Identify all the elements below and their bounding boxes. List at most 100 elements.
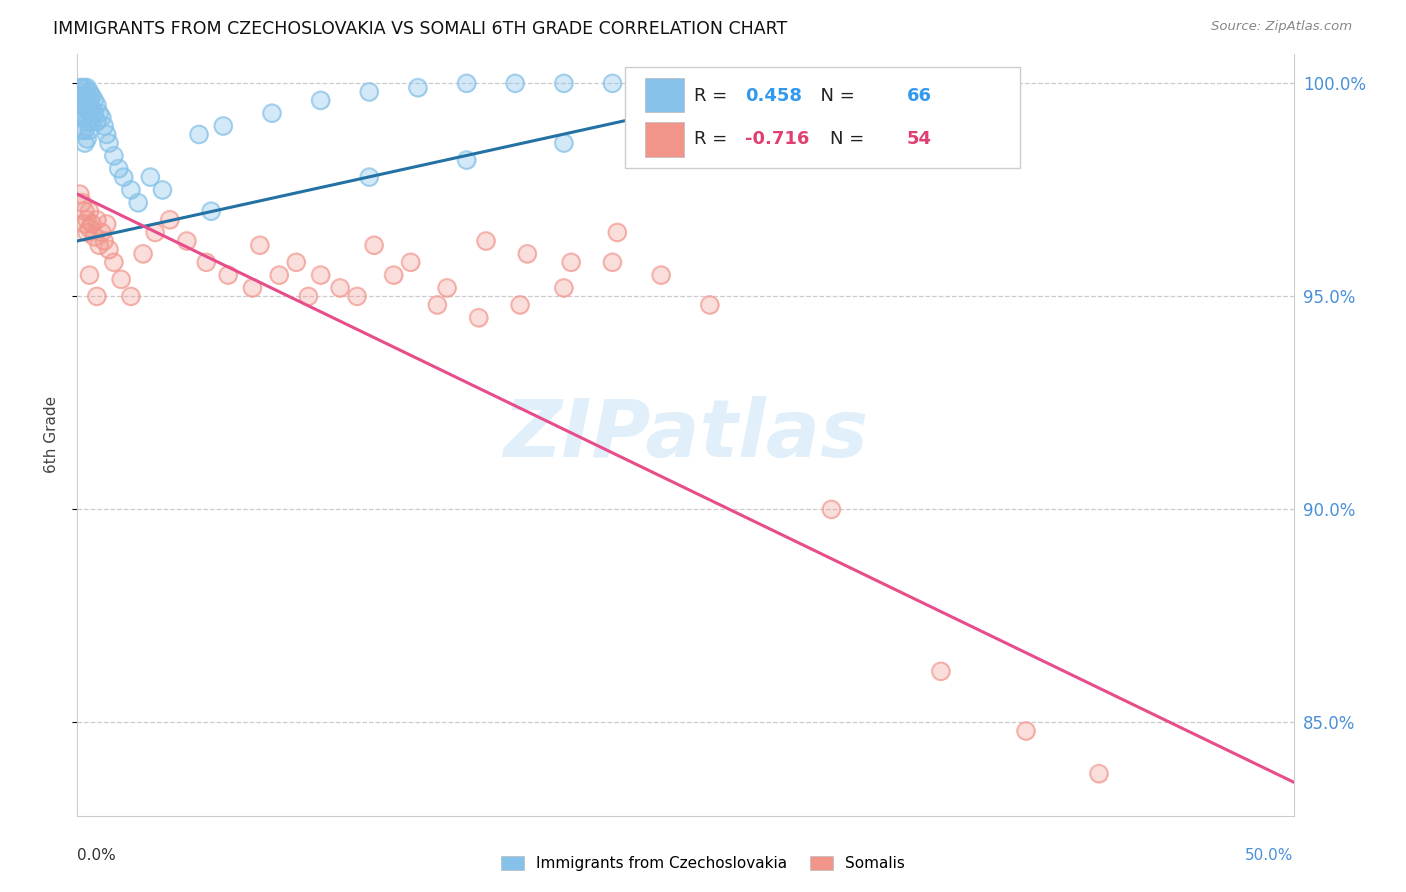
Point — [553, 281, 575, 295]
Point — [103, 149, 125, 163]
Point — [86, 97, 108, 112]
Point — [553, 136, 575, 150]
Point — [79, 94, 101, 108]
Point — [73, 80, 96, 95]
Point — [309, 268, 332, 282]
Point — [426, 298, 449, 312]
Point — [553, 76, 575, 90]
Point — [73, 123, 96, 137]
Point — [70, 89, 93, 103]
Text: 0.458: 0.458 — [745, 87, 801, 105]
Point — [73, 111, 96, 125]
Point — [195, 255, 218, 269]
Point — [127, 195, 149, 210]
Point — [79, 268, 101, 282]
Point — [70, 123, 93, 137]
FancyBboxPatch shape — [624, 67, 1019, 168]
Point — [200, 204, 222, 219]
Point — [93, 119, 115, 133]
Point — [70, 97, 93, 112]
Point — [97, 243, 120, 257]
Text: 0.0%: 0.0% — [77, 848, 117, 863]
Point — [79, 204, 101, 219]
Text: 50.0%: 50.0% — [1246, 848, 1294, 863]
Point — [70, 195, 93, 210]
Point — [560, 255, 582, 269]
Point — [456, 76, 478, 90]
Point — [329, 281, 352, 295]
Point — [120, 183, 142, 197]
Point — [359, 170, 381, 185]
Point — [217, 268, 239, 282]
Point — [112, 170, 135, 185]
Point — [820, 502, 842, 516]
Point — [456, 76, 478, 90]
Point — [602, 76, 624, 90]
Point — [70, 97, 93, 112]
Point — [86, 114, 108, 128]
Point — [70, 195, 93, 210]
Point — [699, 102, 721, 116]
Point — [929, 665, 952, 679]
Point — [90, 226, 112, 240]
Point — [96, 128, 118, 142]
FancyBboxPatch shape — [645, 78, 685, 112]
Point — [699, 76, 721, 90]
Point — [783, 76, 806, 90]
Point — [456, 153, 478, 167]
Point — [127, 195, 149, 210]
Point — [107, 161, 129, 176]
Point — [309, 94, 332, 108]
Point — [329, 281, 352, 295]
Point — [553, 136, 575, 150]
Point — [176, 234, 198, 248]
Point — [69, 187, 91, 202]
Point — [79, 221, 101, 235]
Point — [73, 97, 96, 112]
Point — [73, 204, 96, 219]
Point — [503, 76, 526, 90]
Point — [399, 255, 422, 269]
Point — [69, 89, 91, 103]
Point — [86, 212, 108, 227]
Point — [83, 229, 105, 244]
Point — [217, 268, 239, 282]
Point — [89, 238, 111, 252]
Point — [242, 281, 264, 295]
Legend: Immigrants from Czechoslovakia, Somalis: Immigrants from Czechoslovakia, Somalis — [495, 849, 911, 877]
Point — [80, 114, 103, 128]
Point — [83, 106, 105, 120]
Point — [73, 217, 96, 231]
Point — [79, 106, 101, 120]
Point — [73, 136, 96, 150]
Text: Source: ZipAtlas.com: Source: ZipAtlas.com — [1212, 20, 1353, 33]
Point — [69, 89, 91, 103]
Point — [249, 238, 271, 252]
Point — [650, 76, 672, 90]
Point — [467, 310, 489, 325]
Point — [475, 234, 498, 248]
Point — [602, 76, 624, 90]
Text: N =: N = — [830, 130, 870, 148]
Point — [436, 281, 458, 295]
Point — [759, 76, 782, 90]
Point — [516, 246, 538, 260]
Text: R =: R = — [695, 130, 733, 148]
Point — [260, 106, 283, 120]
Point — [509, 298, 531, 312]
Point — [159, 212, 181, 227]
Point — [200, 204, 222, 219]
Point — [76, 114, 98, 128]
Point — [503, 76, 526, 90]
Point — [83, 94, 105, 108]
Point — [107, 161, 129, 176]
Point — [650, 268, 672, 282]
Point — [76, 102, 98, 116]
Point — [80, 102, 103, 116]
Point — [93, 119, 115, 133]
Point — [73, 111, 96, 125]
Point — [699, 76, 721, 90]
Point — [475, 234, 498, 248]
Point — [76, 132, 98, 146]
Text: IMMIGRANTS FROM CZECHOSLOVAKIA VS SOMALI 6TH GRADE CORRELATION CHART: IMMIGRANTS FROM CZECHOSLOVAKIA VS SOMALI… — [53, 20, 787, 37]
